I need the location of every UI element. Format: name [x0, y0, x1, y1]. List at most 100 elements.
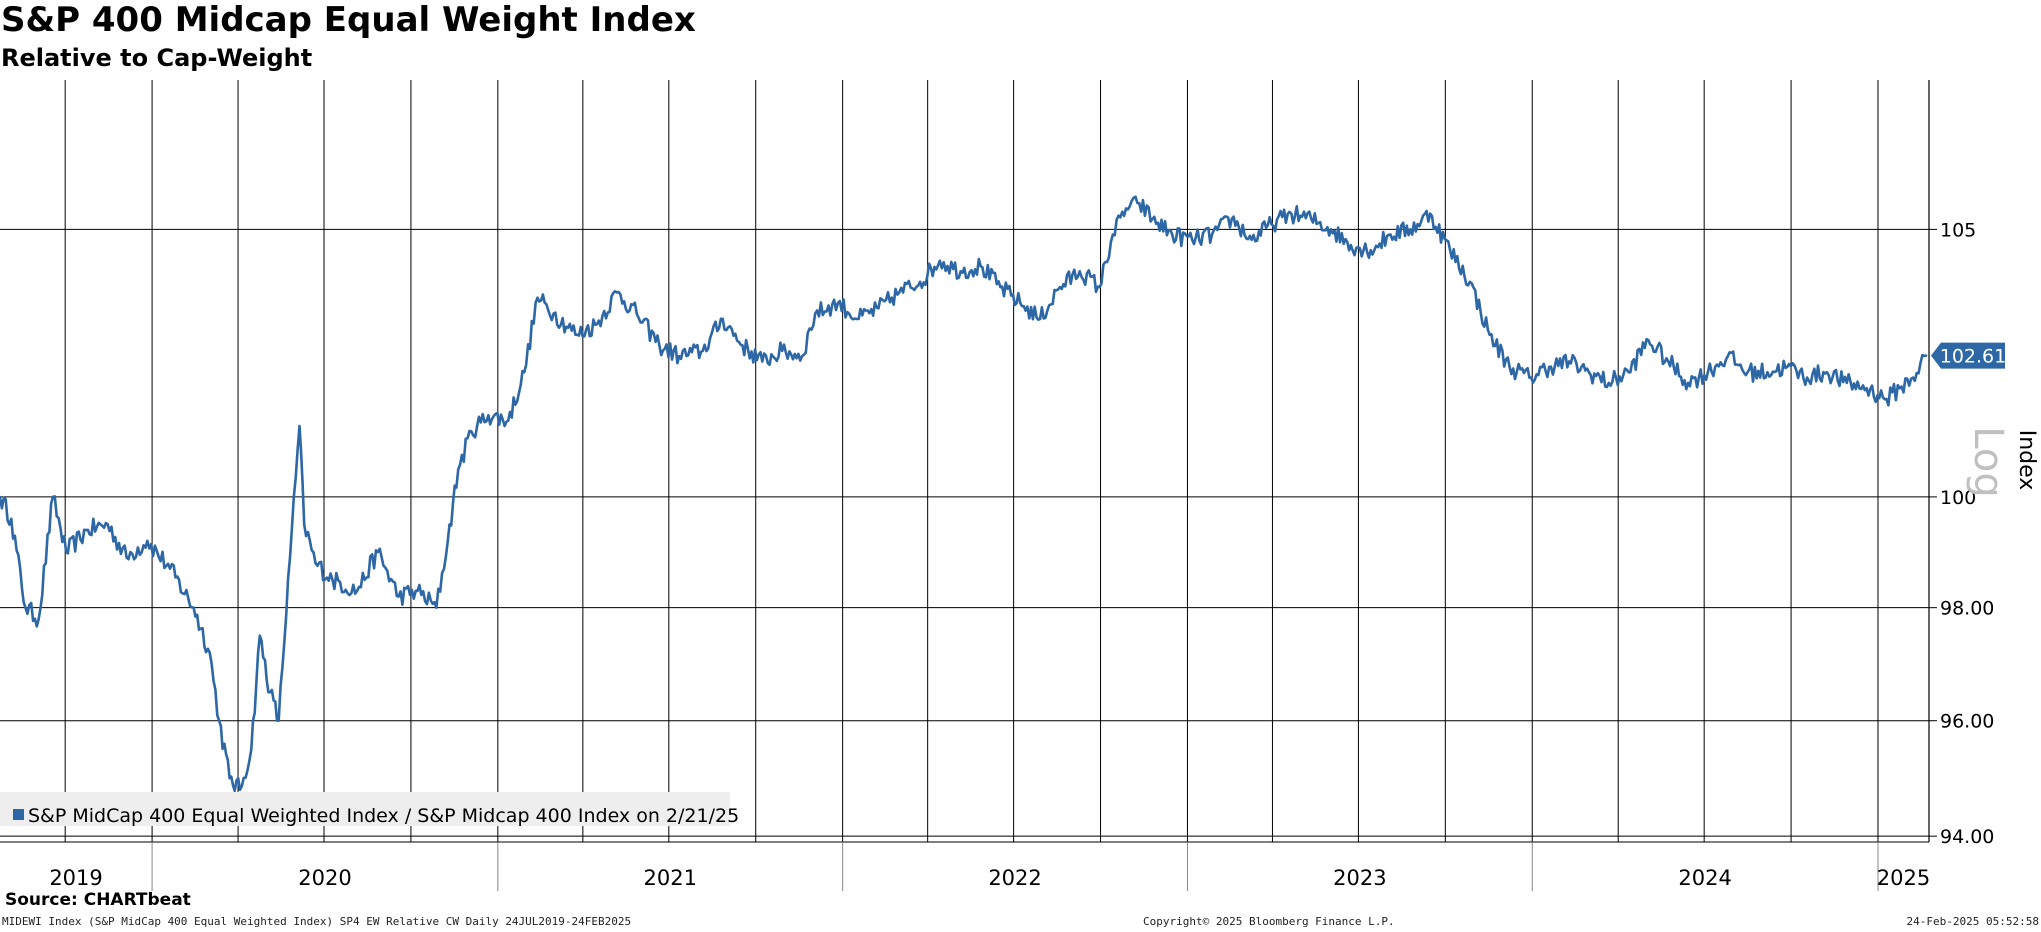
- data-point: [1911, 376, 1915, 379]
- x-year-label: 2020: [298, 866, 351, 890]
- data-point: [780, 349, 784, 353]
- data-point: [1786, 365, 1789, 369]
- data-point: [435, 606, 438, 609]
- x-year-label: 2023: [1333, 866, 1386, 890]
- data-point: [1098, 285, 1101, 289]
- data-point: [228, 776, 231, 780]
- footer-ticker-info: MIDEWI Index (S&P MidCap 400 Equal Weigh…: [2, 915, 632, 928]
- data-point: [1111, 233, 1115, 236]
- data-point: [258, 634, 261, 637]
- data-point: [761, 360, 764, 363]
- data-point: [635, 312, 638, 315]
- y-tick-label: 105: [1940, 219, 1976, 241]
- data-point: [1369, 249, 1372, 252]
- data-point: [456, 468, 460, 471]
- data-point: [800, 354, 804, 358]
- data-point: [302, 523, 306, 526]
- data-point: [1548, 365, 1551, 369]
- data-point: [523, 371, 526, 374]
- data-point: [741, 344, 744, 347]
- data-point: [277, 719, 280, 722]
- data-point: [1138, 202, 1141, 205]
- data-point: [536, 296, 539, 299]
- data-point: [658, 344, 661, 347]
- data-point: [595, 322, 599, 326]
- data-point: [1210, 233, 1214, 236]
- data-point: [238, 788, 242, 791]
- data-point: [376, 550, 380, 554]
- data-point: [0, 495, 2, 499]
- data-point: [1349, 243, 1353, 247]
- data-point: [355, 589, 359, 593]
- data-point: [1686, 381, 1690, 385]
- data-point: [1019, 301, 1022, 305]
- data-point: [298, 424, 301, 428]
- data-point: [1448, 249, 1452, 252]
- chart-subtitle: Relative to Cap-Weight: [1, 44, 313, 72]
- data-point: [470, 430, 473, 433]
- x-year-label: 2024: [1678, 866, 1731, 890]
- legend-entry: S&P MidCap 400 Equal Weighted Index / S&…: [28, 805, 739, 827]
- data-point: [552, 312, 555, 315]
- data-point: [1488, 333, 1491, 337]
- data-point: [268, 691, 272, 694]
- data-point: [24, 606, 27, 609]
- data-point: [146, 539, 149, 543]
- footer-copyright: Copyright© 2025 Bloomberg Finance L.P.: [1143, 915, 1395, 928]
- data-point: [1508, 365, 1511, 369]
- data-point: [1825, 371, 1829, 374]
- data-point: [1865, 387, 1868, 390]
- log-scale-label: Log: [1965, 426, 2011, 497]
- data-point: [1898, 387, 1901, 390]
- data-point: [288, 556, 292, 559]
- data-point: [1726, 354, 1729, 358]
- data-point: [1058, 285, 1062, 289]
- data-point: [1567, 360, 1571, 363]
- data-point: [1290, 212, 1293, 215]
- data-point: [1845, 381, 1849, 385]
- chart-title: S&P 400 Midcap Equal Weight Index: [1, 0, 696, 40]
- data-point: [192, 606, 195, 609]
- data-point: [814, 312, 817, 315]
- y-tick-label: 100: [1940, 487, 1976, 509]
- data-point: [1151, 217, 1154, 221]
- y-axis-title: Index: [2014, 430, 2039, 491]
- data-point: [1038, 317, 1042, 321]
- data-point: [721, 317, 724, 321]
- data-point: [1329, 228, 1333, 231]
- data-point: [106, 523, 109, 526]
- data-point: [1230, 217, 1234, 221]
- data-point: [1190, 238, 1194, 242]
- data-point: [1587, 371, 1591, 374]
- data-point: [979, 264, 982, 268]
- data-point: [314, 561, 317, 565]
- data-point: [1647, 338, 1650, 342]
- x-year-label: 2022: [988, 866, 1041, 890]
- data-point: [1746, 371, 1749, 374]
- data-point: [1805, 376, 1809, 379]
- data-point: [836, 301, 840, 305]
- data-point: [217, 719, 221, 722]
- data-point: [86, 528, 90, 532]
- data-point: [507, 419, 510, 422]
- data-point: [898, 291, 901, 294]
- data-point: [1429, 212, 1432, 215]
- last-value-badge: [1931, 342, 2005, 369]
- data-point: [1389, 233, 1392, 236]
- data-point: [1078, 270, 1081, 273]
- data-point: [446, 539, 449, 543]
- data-point: [857, 317, 860, 321]
- data-point: [918, 280, 922, 284]
- series-line: [0, 195, 1927, 793]
- data-point: [10, 517, 13, 521]
- data-point: [1270, 222, 1273, 226]
- data-point: [615, 291, 619, 294]
- data-point: [1885, 397, 1888, 401]
- data-point: [331, 578, 334, 581]
- x-year-label: 2025: [1877, 866, 1930, 890]
- data-point: [51, 495, 55, 499]
- source-note: Source: CHARTbeat: [5, 890, 191, 910]
- data-point: [1468, 280, 1472, 284]
- y-tick-label: 98.00: [1940, 598, 1994, 620]
